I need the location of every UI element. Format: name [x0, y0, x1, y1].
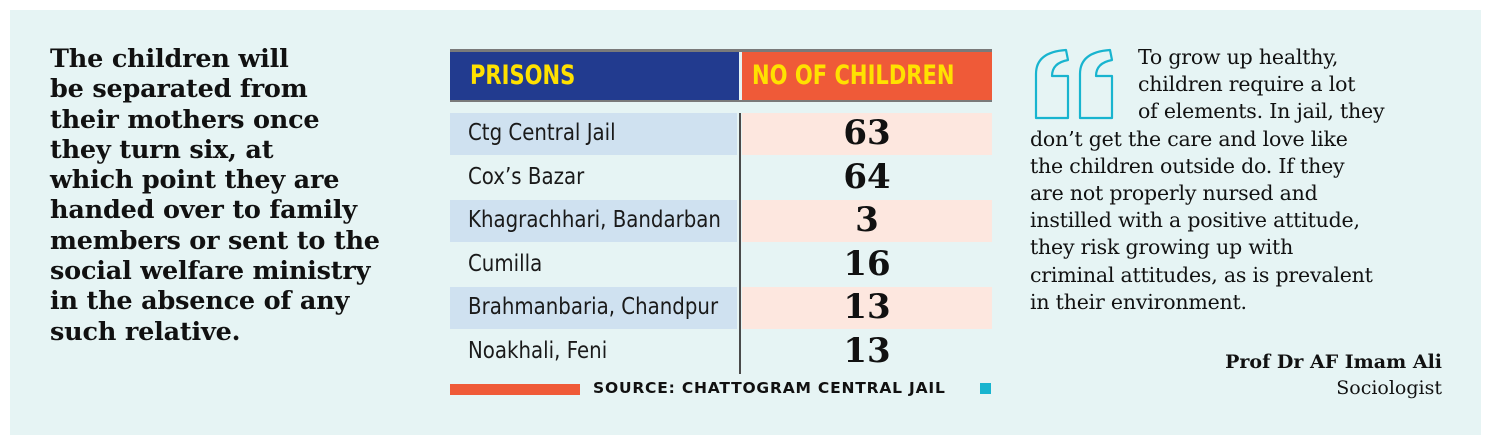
quote-line: To grow up healthy, — [1138, 45, 1339, 69]
quote-line: in their environment. — [1030, 289, 1247, 314]
quote-line: they risk growing up with — [1030, 235, 1294, 260]
header-count-cell — [740, 52, 992, 100]
quote-line: are not properly nursed and — [1030, 181, 1318, 206]
quote-mark-icon — [1034, 48, 1114, 120]
prison-cell: Brahmanbaria, Chandpur — [450, 287, 737, 329]
source-accent-bar — [450, 384, 580, 395]
left-note: The children will be separated from thei… — [50, 44, 380, 347]
quote-line: don’t get the care and love like — [1030, 126, 1348, 151]
table-row: Noakhali, Feni 13 — [450, 331, 992, 375]
children-count: 3 — [742, 200, 992, 242]
quote-line: of elements. In jail, they — [1138, 99, 1385, 124]
table-header-rule — [450, 100, 992, 102]
header-divider — [739, 52, 742, 100]
children-count: 13 — [843, 330, 891, 371]
prison-name: Noakhali, Feni — [468, 337, 608, 364]
table-row: Cumilla 16 — [450, 244, 992, 288]
children-count: 63 — [742, 113, 992, 155]
quote-author: Prof Dr AF Imam Ali — [1225, 351, 1442, 373]
prisons-table: PRISONS NO OF CHILDREN Ctg Central Jail … — [450, 49, 992, 374]
header-prisons-label: PRISONS — [470, 60, 576, 91]
prison-name: Brahmanbaria, Chandpur — [468, 294, 719, 320]
prison-cell: Noakhali, Feni — [450, 331, 737, 373]
table-row: Brahmanbaria, Chandpur 13 — [450, 287, 992, 331]
table-row: Ctg Central Jail 63 — [450, 113, 992, 157]
prison-cell: Cumilla — [450, 244, 737, 286]
table-row: Khagrachhari, Bandarban 3 — [450, 200, 992, 244]
quote-line: criminal attitudes, as is prevalent — [1030, 262, 1373, 287]
children-count: 16 — [843, 243, 891, 284]
source-accent-square — [980, 383, 991, 394]
header-prisons-cell — [450, 52, 740, 100]
quote-line: the children outside do. If they — [1030, 153, 1345, 178]
quote-text: To grow up healthy, children require a l… — [1030, 44, 1450, 316]
prison-cell: Ctg Central Jail — [450, 113, 737, 155]
quote-line: children require a lot — [1138, 72, 1356, 97]
source-text: SOURCE: CHATTOGRAM CENTRAL JAIL — [593, 379, 946, 397]
prison-name: Ctg Central Jail — [468, 120, 616, 146]
table-body: Ctg Central Jail 63 Cox’s Bazar 64 Khagr… — [450, 113, 992, 374]
table-header-row: PRISONS NO OF CHILDREN — [450, 52, 992, 100]
source-line: SOURCE: CHATTOGRAM CENTRAL JAIL — [450, 379, 1010, 401]
children-count: 13 — [742, 287, 992, 329]
quote-author-role: Sociologist — [1336, 377, 1442, 399]
prison-name: Cumilla — [468, 250, 543, 277]
table-column-divider — [739, 113, 741, 374]
header-count-label: NO OF CHILDREN — [752, 60, 955, 91]
prison-cell: Cox’s Bazar — [450, 157, 737, 199]
prison-name: Cox’s Bazar — [468, 163, 585, 190]
quote-line: instilled with a positive attitude, — [1030, 208, 1360, 233]
prison-cell: Khagrachhari, Bandarban — [450, 200, 737, 242]
prison-name: Khagrachhari, Bandarban — [468, 207, 721, 233]
table-top-rule — [450, 49, 992, 52]
table-row: Cox’s Bazar 64 — [450, 157, 992, 201]
children-count: 64 — [843, 156, 891, 197]
